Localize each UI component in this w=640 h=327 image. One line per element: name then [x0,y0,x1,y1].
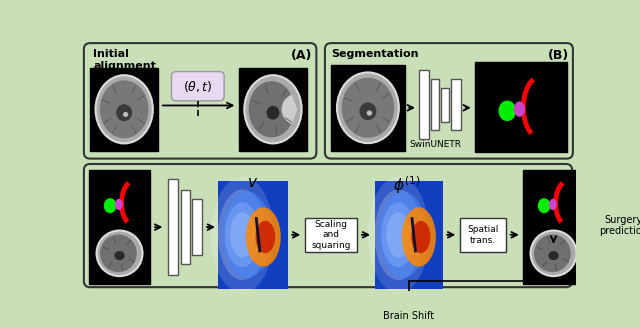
Ellipse shape [549,199,557,210]
Ellipse shape [266,106,280,120]
FancyBboxPatch shape [84,164,572,287]
Bar [476,62,566,152]
Bar [305,218,358,252]
Ellipse shape [97,231,143,276]
Bar [524,170,584,284]
Ellipse shape [337,72,399,143]
Ellipse shape [387,212,410,257]
Bar [218,181,288,289]
Ellipse shape [381,202,415,267]
Ellipse shape [225,202,260,267]
Ellipse shape [412,221,431,253]
Ellipse shape [360,102,376,120]
Ellipse shape [211,177,274,293]
Bar [90,170,150,284]
Bar [441,88,449,122]
Text: $\phi^{(1)}$: $\phi^{(1)}$ [394,175,420,197]
Bar [90,68,158,151]
Wedge shape [282,95,298,124]
FancyBboxPatch shape [325,43,573,159]
Text: Brain Shift: Brain Shift [383,311,434,321]
Bar [419,70,429,139]
Ellipse shape [223,192,271,278]
Ellipse shape [367,111,372,116]
Ellipse shape [367,177,429,293]
FancyBboxPatch shape [84,43,316,159]
Ellipse shape [218,190,267,280]
Text: $(\theta, t)$: $(\theta, t)$ [183,79,212,94]
Ellipse shape [115,199,123,210]
Text: Spatial
trans.: Spatial trans. [467,225,499,245]
Ellipse shape [374,190,422,280]
Bar [239,68,307,151]
Bar [331,65,404,151]
Text: SwinUNETR: SwinUNETR [410,140,461,149]
Text: Segmentation: Segmentation [331,49,419,59]
Bar [374,181,443,289]
FancyBboxPatch shape [591,206,640,245]
Ellipse shape [104,198,116,213]
Ellipse shape [95,75,153,144]
Ellipse shape [244,75,301,144]
Ellipse shape [499,100,516,121]
Ellipse shape [100,234,137,272]
Ellipse shape [548,251,559,260]
Text: (C): (C) [547,170,568,183]
Ellipse shape [380,192,427,278]
Ellipse shape [100,80,148,138]
Text: Surgery
prediction: Surgery prediction [599,215,640,236]
Ellipse shape [230,212,255,257]
Text: Initial
alignment: Initial alignment [93,49,156,71]
Text: $v$: $v$ [247,175,259,190]
Ellipse shape [538,198,550,213]
Bar [193,199,202,255]
FancyBboxPatch shape [172,72,224,101]
Ellipse shape [342,78,394,138]
Text: Scaling
and
squaring: Scaling and squaring [311,220,351,250]
Ellipse shape [534,234,571,272]
Ellipse shape [531,231,577,276]
Bar [168,180,179,275]
Bar [379,307,438,326]
Bar [460,218,506,252]
Ellipse shape [123,112,128,117]
Ellipse shape [115,251,125,260]
Bar [431,79,439,130]
Ellipse shape [248,81,294,137]
Bar [451,79,461,130]
Text: (A): (A) [291,49,312,62]
Ellipse shape [246,207,281,267]
Bar [180,190,190,264]
Ellipse shape [116,104,132,121]
Text: (B): (B) [548,49,569,62]
Ellipse shape [514,101,525,117]
Ellipse shape [255,221,275,253]
Ellipse shape [402,207,436,267]
